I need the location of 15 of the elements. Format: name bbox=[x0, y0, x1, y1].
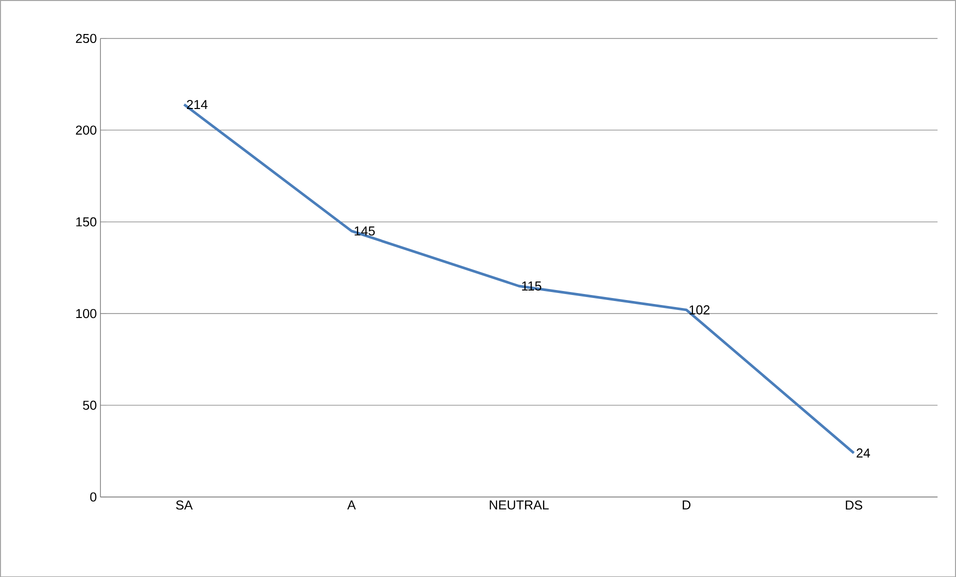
x-tick-label: NEUTRAL bbox=[490, 500, 549, 510]
x-tick-label: DS bbox=[846, 500, 862, 510]
x-tick-label: A bbox=[347, 500, 356, 510]
y-tick-label: 0 bbox=[90, 492, 96, 502]
data-label: 145 bbox=[354, 226, 375, 236]
data-label: 102 bbox=[690, 305, 710, 314]
y-tick-label: 250 bbox=[76, 34, 96, 43]
x-tick-label: SA bbox=[176, 500, 193, 510]
data-label: 24 bbox=[856, 448, 870, 458]
y-tick-label: 50 bbox=[83, 400, 96, 410]
x-tick-label: D bbox=[682, 500, 690, 510]
data-label: 214 bbox=[186, 100, 208, 109]
y-tick-label: 200 bbox=[76, 125, 96, 135]
y-tick-label: 100 bbox=[76, 308, 96, 318]
y-tick-label: 150 bbox=[76, 217, 96, 226]
